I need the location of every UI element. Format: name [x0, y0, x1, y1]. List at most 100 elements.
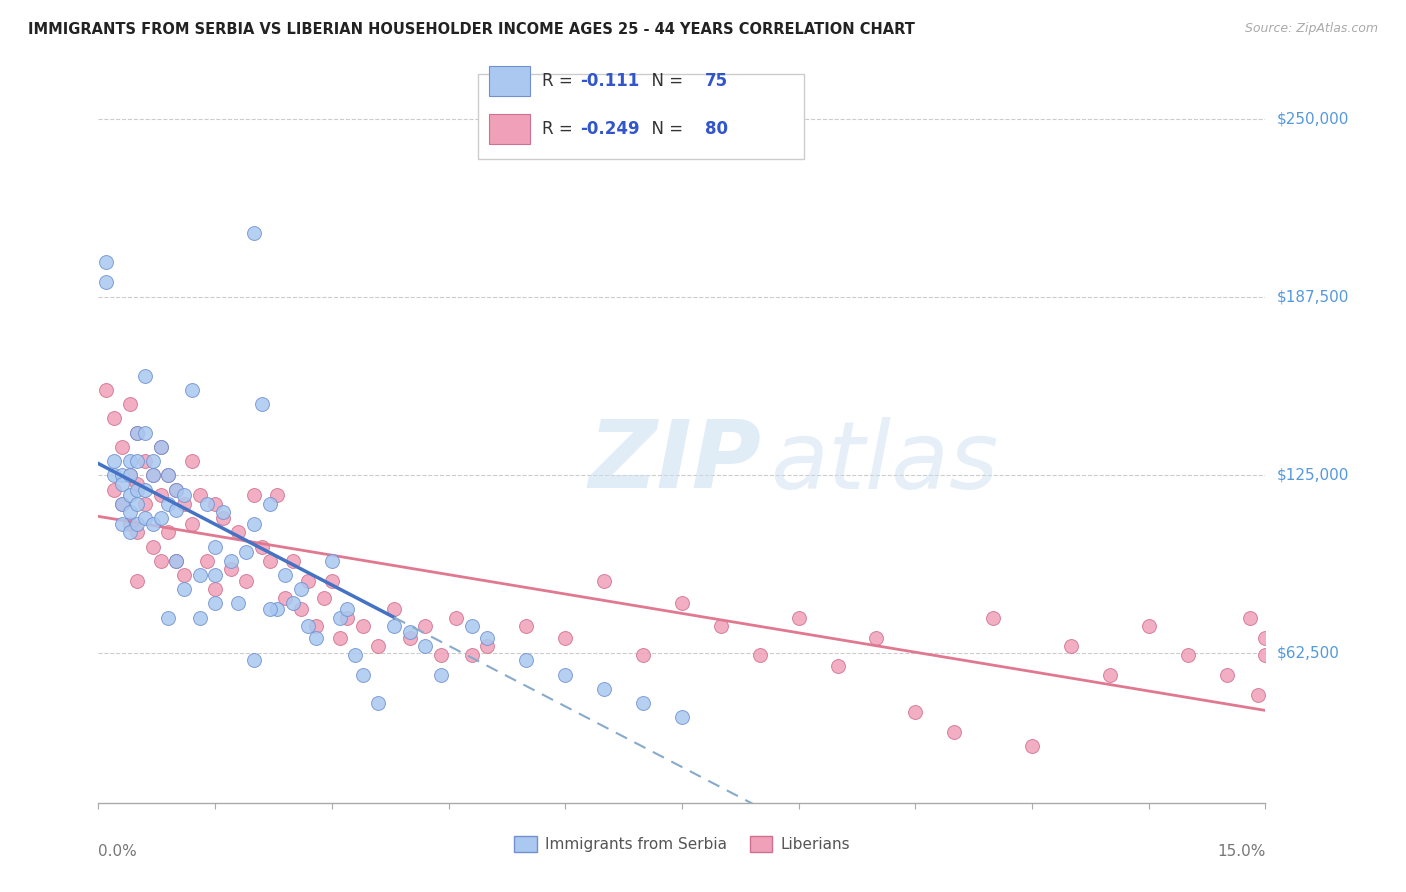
Point	[195, 554, 218, 568]
Point	[321, 574, 343, 588]
FancyBboxPatch shape	[489, 114, 530, 144]
Text: -0.249: -0.249	[581, 120, 640, 138]
Point	[188, 611, 211, 625]
Point	[593, 574, 616, 588]
Point	[1254, 648, 1277, 662]
Point	[382, 602, 405, 616]
Point	[413, 639, 436, 653]
Point	[96, 275, 118, 289]
Point	[250, 397, 273, 411]
Point	[631, 648, 654, 662]
Point	[312, 591, 335, 605]
Point	[204, 582, 226, 597]
Point	[111, 497, 134, 511]
Point	[748, 648, 770, 662]
Point	[111, 468, 134, 483]
Point	[118, 397, 141, 411]
Point	[305, 631, 328, 645]
Point	[671, 597, 693, 611]
Point	[111, 476, 134, 491]
Point	[157, 468, 180, 483]
Point	[274, 568, 297, 582]
Point	[127, 454, 149, 468]
Point	[118, 454, 141, 468]
Point	[111, 497, 134, 511]
Point	[173, 582, 195, 597]
Point	[943, 724, 966, 739]
Point	[103, 483, 125, 497]
Point	[157, 468, 180, 483]
Point	[305, 619, 328, 633]
Point	[281, 554, 304, 568]
Point	[134, 425, 156, 440]
Point	[367, 639, 389, 653]
Point	[827, 659, 849, 673]
Point	[1177, 648, 1199, 662]
Point	[212, 511, 235, 525]
Point	[1215, 667, 1237, 681]
Point	[165, 483, 187, 497]
Point	[157, 497, 180, 511]
Point	[266, 488, 288, 502]
Point	[180, 454, 202, 468]
Point	[250, 540, 273, 554]
Point	[118, 525, 141, 540]
Point	[118, 468, 141, 483]
Point	[274, 591, 297, 605]
Point	[212, 505, 235, 519]
Point	[180, 516, 202, 531]
Text: 80: 80	[706, 120, 728, 138]
Point	[118, 468, 141, 483]
Point	[127, 425, 149, 440]
Point	[96, 383, 118, 397]
Point	[336, 611, 359, 625]
Point	[127, 497, 149, 511]
Point	[103, 468, 125, 483]
Point	[593, 681, 616, 696]
Point	[344, 648, 367, 662]
Point	[204, 568, 226, 582]
Point	[134, 497, 156, 511]
Text: 75: 75	[706, 72, 728, 90]
Point	[195, 497, 218, 511]
Point	[329, 611, 352, 625]
Point	[981, 611, 1004, 625]
Point	[259, 554, 281, 568]
Point	[127, 425, 149, 440]
Point	[204, 597, 226, 611]
Point	[1246, 688, 1268, 702]
Point	[165, 554, 187, 568]
Point	[461, 619, 484, 633]
Point	[398, 624, 420, 639]
Point	[134, 511, 156, 525]
Point	[165, 502, 187, 516]
Point	[1137, 619, 1160, 633]
Point	[157, 525, 180, 540]
Point	[398, 631, 420, 645]
Text: atlas: atlas	[770, 417, 998, 508]
Point	[127, 483, 149, 497]
Text: R =: R =	[541, 72, 578, 90]
Point	[266, 602, 288, 616]
Point	[281, 597, 304, 611]
Text: Source: ZipAtlas.com: Source: ZipAtlas.com	[1244, 22, 1378, 36]
Point	[515, 653, 537, 667]
Point	[1060, 639, 1083, 653]
Text: N =: N =	[641, 72, 689, 90]
Point	[96, 254, 118, 268]
Point	[142, 540, 165, 554]
Point	[554, 667, 576, 681]
Point	[352, 667, 374, 681]
Point	[865, 631, 887, 645]
Point	[352, 619, 374, 633]
Point	[297, 619, 319, 633]
Point	[134, 454, 156, 468]
Text: $250,000: $250,000	[1277, 112, 1348, 127]
FancyBboxPatch shape	[489, 66, 530, 95]
Point	[1239, 611, 1261, 625]
Point	[297, 574, 319, 588]
Point	[787, 611, 810, 625]
Point	[103, 454, 125, 468]
Text: $187,500: $187,500	[1277, 290, 1348, 305]
Point	[904, 705, 927, 719]
